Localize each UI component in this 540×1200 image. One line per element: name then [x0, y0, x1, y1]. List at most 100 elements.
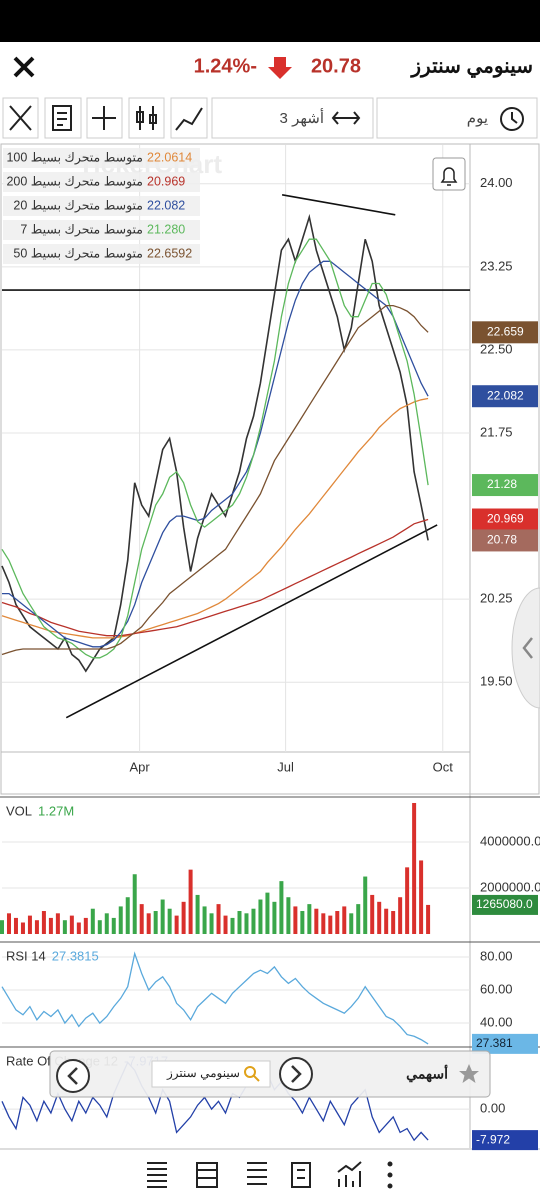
price-label-box — [472, 385, 538, 408]
volume-bar — [0, 920, 4, 934]
volume-bar — [272, 901, 277, 934]
watchlist[interactable]: أسهمي — [406, 1064, 448, 1083]
alert-box — [432, 157, 466, 191]
volume-bar — [356, 904, 361, 934]
volume-bar — [279, 881, 284, 934]
volume-bar — [125, 897, 130, 934]
trend-line — [281, 194, 396, 216]
moving-average-line — [1, 397, 429, 639]
y-tick-label: 80.00 — [480, 948, 513, 963]
volume-bar — [251, 908, 256, 934]
volume-bar — [83, 917, 88, 934]
y-tick-label: 60.00 — [480, 981, 513, 996]
price-label: 22.659 — [487, 324, 524, 338]
y-tick-label: 24.00 — [480, 175, 513, 190]
last-value-box — [472, 894, 538, 915]
legend-bg — [3, 220, 200, 240]
legend-bg — [3, 148, 200, 168]
y-tick-label: 0.00 — [480, 1101, 505, 1116]
volume-bar — [258, 899, 263, 934]
volume-bar — [48, 917, 53, 934]
panel-value: 1.27M — [38, 803, 74, 818]
volume-bar — [377, 901, 382, 934]
volume-bar — [335, 911, 340, 934]
volume-bar — [6, 913, 11, 934]
volume-bar — [69, 915, 74, 934]
moving-average-line — [1, 304, 429, 656]
price-label-box — [472, 474, 538, 497]
price-label: 20.78 — [487, 533, 517, 547]
volume-bar — [300, 911, 305, 934]
alert-button[interactable] — [432, 157, 466, 191]
volume-bar — [237, 911, 242, 934]
volume-bar — [328, 915, 333, 934]
price-label: 20.969 — [487, 512, 524, 526]
bottom-nav — [147, 1161, 393, 1189]
volume-bar — [104, 913, 109, 934]
status-bar — [0, 0, 540, 42]
price-label-box — [472, 508, 538, 531]
volume-bar — [293, 906, 298, 934]
volume-bar — [391, 911, 396, 934]
close-button[interactable] — [13, 56, 35, 78]
volume-bar — [342, 906, 347, 934]
last-value-label: -7.972 — [476, 1132, 510, 1146]
panel-name: VOL — [6, 803, 32, 818]
volume-bar — [321, 913, 326, 934]
nav-icon[interactable] — [247, 1162, 267, 1185]
search-input[interactable] — [151, 1060, 271, 1088]
price-panel — [0, 143, 540, 795]
legend-value: 21.280 — [147, 222, 185, 236]
volume-bar — [160, 899, 165, 934]
legend-name: 20 متوسط متحرك بسيط — [13, 198, 143, 213]
legend-bg — [3, 244, 200, 264]
down-arrow — [268, 57, 292, 79]
volume-bar — [419, 860, 424, 934]
legend-bg — [3, 172, 200, 192]
last-value-box — [472, 1033, 538, 1054]
volume-bar — [97, 920, 102, 934]
volume-bar — [55, 913, 60, 934]
price: 20.78 — [311, 55, 361, 77]
trend-line — [65, 524, 438, 719]
volume-bar — [426, 904, 431, 934]
volume-bar — [167, 908, 172, 934]
price-label: 22.082 — [487, 388, 524, 402]
legend-name: 200 متوسط متحرك بسيط — [6, 174, 143, 189]
volume-bar — [412, 802, 417, 934]
y-tick-label: 23.25 — [480, 258, 513, 273]
volume-bar — [34, 920, 39, 934]
volume-bar — [230, 917, 235, 934]
moving-average-line — [1, 238, 429, 659]
interval-button[interactable] — [376, 97, 538, 139]
legend-value: 20.969 — [147, 174, 185, 188]
x-tick-label: Jul — [277, 759, 294, 774]
star-icon[interactable] — [459, 1064, 479, 1083]
volume-bar — [398, 897, 403, 934]
volume-bar — [363, 876, 368, 934]
next-icon — [291, 1065, 302, 1083]
bell-icon — [440, 167, 458, 186]
next-button[interactable] — [279, 1057, 313, 1091]
y-tick-label: 2000000.0 — [480, 879, 540, 894]
indicator-line — [1, 951, 429, 1045]
price-label: 21.28 — [487, 477, 517, 491]
panel-name: RSI 14 — [6, 948, 46, 963]
clock-hand — [511, 112, 518, 124]
indicator-line — [1, 1061, 429, 1142]
volume-bar — [307, 904, 312, 934]
tool-button[interactable] — [128, 97, 165, 139]
legend-name: 50 متوسط متحرك بسيط — [13, 246, 143, 261]
nav-icon[interactable] — [196, 1162, 218, 1188]
side-handle[interactable] — [511, 587, 540, 709]
volume-bar — [62, 920, 67, 934]
prev-button[interactable] — [56, 1059, 90, 1093]
volume-bar — [20, 922, 25, 934]
volume-bar — [76, 922, 81, 934]
nav-icon[interactable] — [147, 1162, 167, 1188]
nav-icon[interactable] — [337, 1161, 362, 1187]
chart-layer: TickerChartAprJulOct19.5020.2521.7522.50… — [0, 145, 540, 1151]
tool-button[interactable] — [170, 97, 208, 139]
legend-bg — [3, 196, 200, 216]
nav-icon[interactable] — [291, 1162, 311, 1188]
